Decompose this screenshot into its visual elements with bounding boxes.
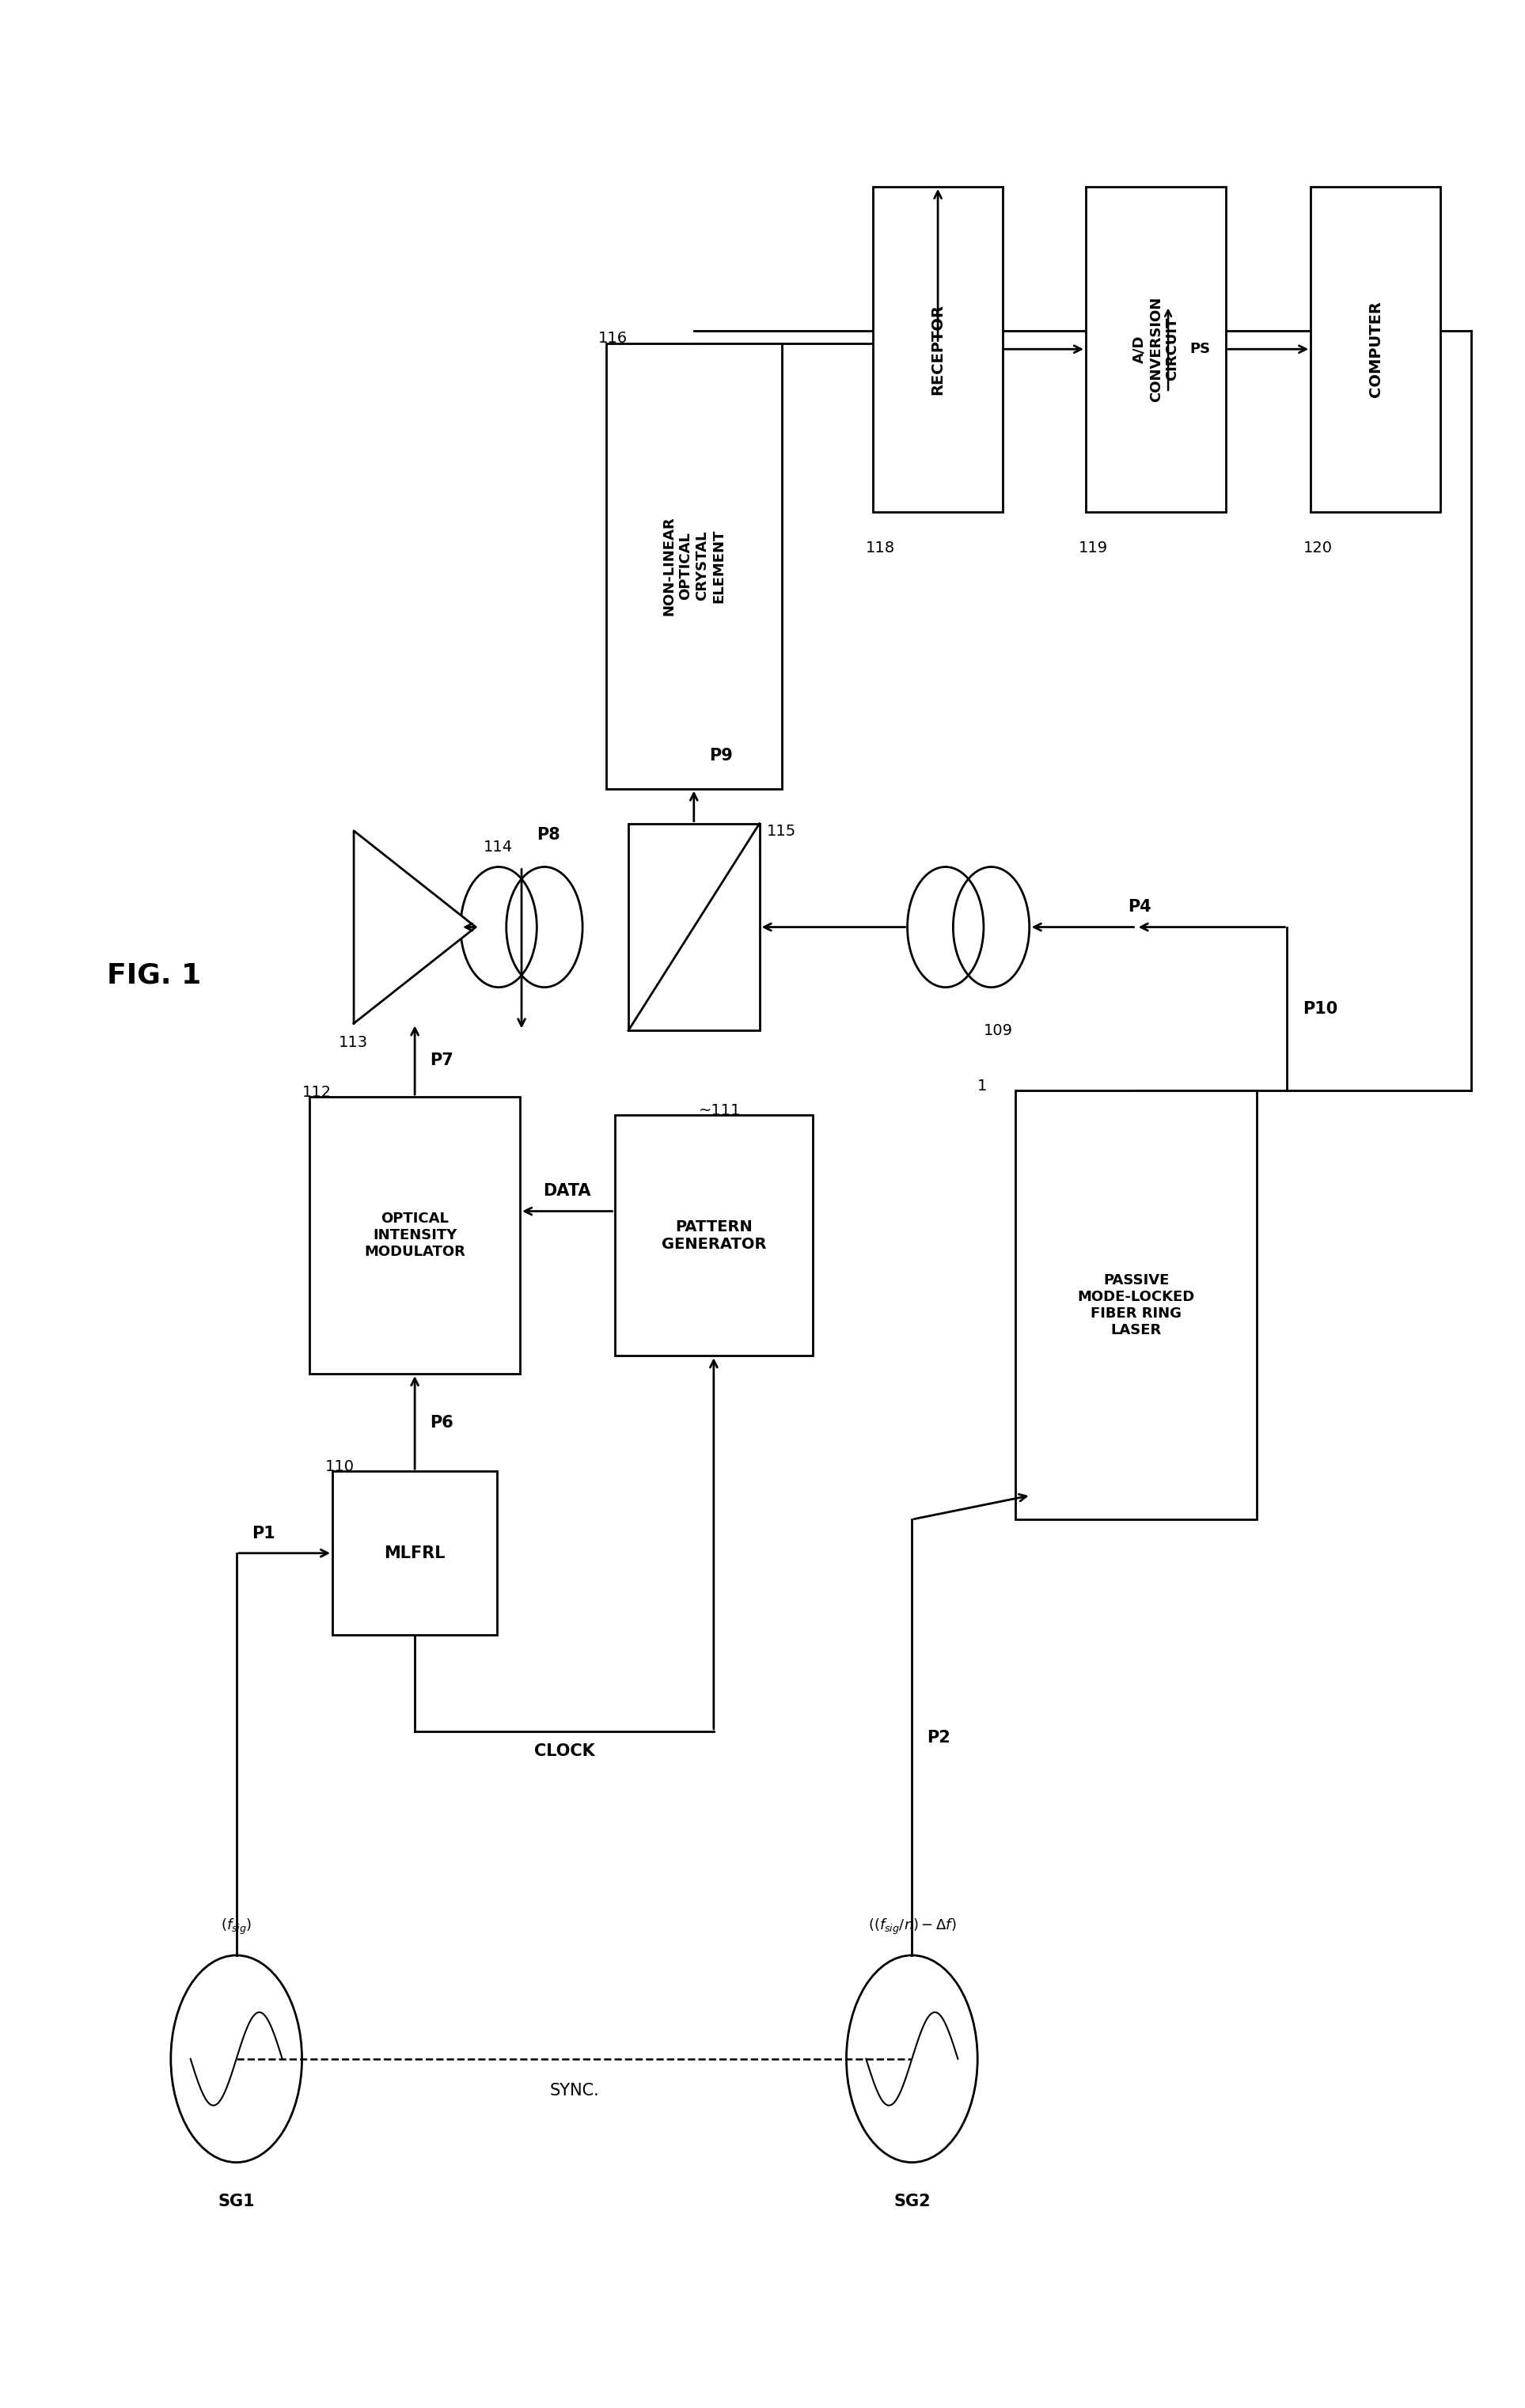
Text: P4: P4 <box>1128 898 1151 915</box>
Text: PASSIVE
MODE-LOCKED
FIBER RING
LASER: PASSIVE MODE-LOCKED FIBER RING LASER <box>1078 1274 1194 1336</box>
Text: 109: 109 <box>984 1023 1013 1038</box>
Text: CLOCK: CLOCK <box>534 1743 595 1760</box>
Text: 115: 115 <box>767 824 796 838</box>
Text: ~111: ~111 <box>698 1103 741 1117</box>
Bar <box>310 1098 520 1373</box>
Bar <box>332 1471 497 1635</box>
Text: P1: P1 <box>252 1524 275 1541</box>
Text: OPTICAL
INTENSITY
MODULATOR: OPTICAL INTENSITY MODULATOR <box>364 1211 465 1259</box>
Text: 116: 116 <box>598 332 628 347</box>
Text: NON-LINEAR
OPTICAL
CRYSTAL
ELEMENT: NON-LINEAR OPTICAL CRYSTAL ELEMENT <box>662 515 726 616</box>
Text: 110: 110 <box>325 1459 354 1474</box>
Text: P7: P7 <box>430 1052 453 1069</box>
Text: SG2: SG2 <box>894 2194 930 2211</box>
Polygon shape <box>354 831 476 1023</box>
Bar <box>615 1115 813 1356</box>
Text: MLFRL: MLFRL <box>384 1546 445 1560</box>
Text: 112: 112 <box>302 1084 331 1100</box>
Text: 1: 1 <box>978 1079 987 1093</box>
Text: 119: 119 <box>1078 542 1107 556</box>
Text: 114: 114 <box>483 840 512 855</box>
Text: P10: P10 <box>1302 1002 1337 1016</box>
Bar <box>872 188 1002 513</box>
Text: P6: P6 <box>430 1413 453 1430</box>
Bar <box>628 824 759 1031</box>
Text: 113: 113 <box>339 1035 368 1050</box>
Text: P8: P8 <box>537 826 560 843</box>
Text: PATTERN
GENERATOR: PATTERN GENERATOR <box>662 1218 766 1252</box>
Text: COMPUTER: COMPUTER <box>1368 301 1383 397</box>
Text: SYNC.: SYNC. <box>549 2083 599 2100</box>
Text: P9: P9 <box>709 746 734 763</box>
Text: 118: 118 <box>866 542 895 556</box>
Text: $(f_{sig})$: $(f_{sig})$ <box>221 1917 252 1936</box>
Text: 120: 120 <box>1302 542 1333 556</box>
Text: PS: PS <box>1190 342 1211 356</box>
Text: DATA: DATA <box>543 1182 592 1199</box>
Text: FIG. 1: FIG. 1 <box>107 961 201 990</box>
Bar <box>1016 1091 1257 1519</box>
Bar <box>1086 188 1226 513</box>
Text: RECEPTOR: RECEPTOR <box>930 303 946 395</box>
Text: SG1: SG1 <box>218 2194 255 2211</box>
Text: A/D
CONVERSION
CIRCUIT: A/D CONVERSION CIRCUIT <box>1133 296 1179 402</box>
Text: P2: P2 <box>927 1729 950 1746</box>
Bar <box>1312 188 1440 513</box>
Text: $((f_{sig}/n)-\Delta f)$: $((f_{sig}/n)-\Delta f)$ <box>868 1917 956 1936</box>
Bar <box>607 344 782 790</box>
